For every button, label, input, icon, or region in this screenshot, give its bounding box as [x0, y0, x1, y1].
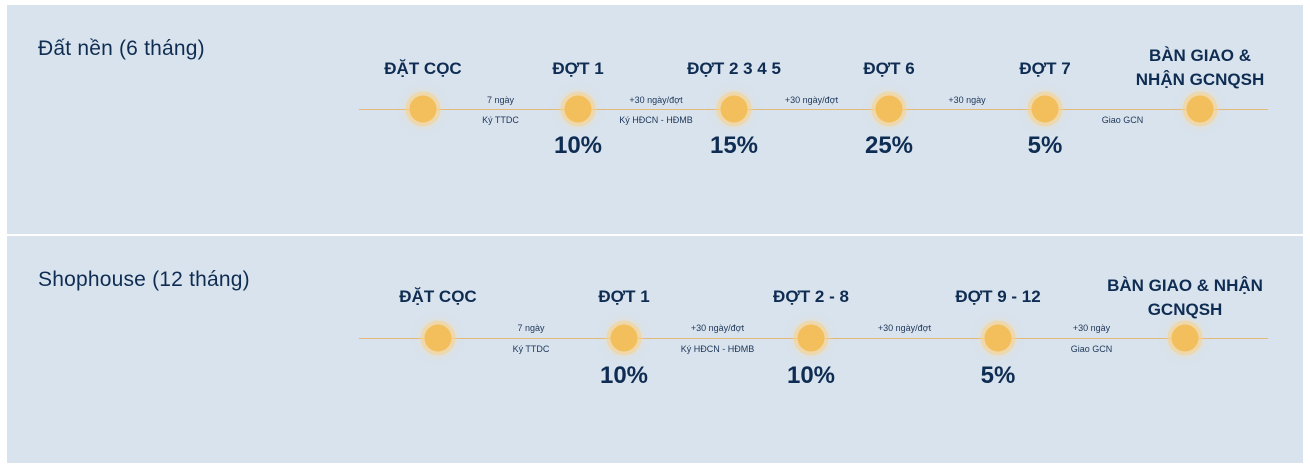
stage-label-line: GCNQSH	[1147, 300, 1223, 319]
stage-label-line: ĐẶT CỌC	[399, 287, 477, 306]
milestone-dot	[610, 324, 638, 352]
stage-percent: 10%	[553, 132, 603, 159]
stage-percent: 5%	[980, 362, 1016, 389]
timeline-track	[359, 109, 1268, 110]
stage-label: BÀN GIAO & NHẬN GCNQSH	[1107, 274, 1263, 322]
stage-label-line: ĐẶT CỌC	[384, 59, 462, 78]
stage-label: ĐỢT 7	[1019, 57, 1070, 81]
plan-panel-dat-nen: Đất nền (6 tháng) ĐẶT CỌC ĐỢT 1 10% ĐỢT 2 3…	[7, 5, 1303, 234]
milestone-dot	[720, 95, 748, 123]
stage-label: ĐỢT 2 3 4 5	[687, 57, 781, 81]
interval-duration: 7 ngày	[486, 95, 515, 105]
stage-label-line: BÀN GIAO & NHẬN	[1107, 276, 1263, 295]
plan-panel-shophouse: Shophouse (12 tháng) ĐẶT CỌC ĐỢT 1 10% ĐỢT …	[7, 236, 1303, 463]
milestone-dot	[424, 324, 452, 352]
interval-duration: +30 ngày/đợt	[629, 95, 683, 105]
stage-percent: 25%	[864, 132, 914, 159]
stage-label-line: BÀN GIAO &	[1148, 46, 1251, 65]
interval-action: Ký TTDC	[512, 344, 550, 354]
stage-percent: 10%	[599, 362, 649, 389]
stage-label: ĐỢT 1	[598, 285, 649, 309]
stage-label: BÀN GIAO & NHẬN GCNQSH	[1136, 44, 1264, 92]
stage-label: ĐỢT 6	[863, 57, 914, 81]
stage-label-line: NHẬN GCNQSH	[1135, 70, 1265, 89]
milestone-dot	[797, 324, 825, 352]
stage-label: ĐỢT 1	[552, 57, 603, 81]
milestone-dot	[409, 95, 437, 123]
stage-label-line: ĐỢT 1	[598, 287, 650, 306]
stage-label-line: ĐỢT 2 3 4 5	[687, 59, 781, 78]
stage-percent: 10%	[786, 362, 836, 389]
stage-label-line: ĐỢT 2 - 8	[773, 287, 849, 306]
interval-action: Ký TTDC	[482, 115, 519, 125]
plan-title: Đất nền (6 tháng)	[38, 37, 205, 60]
stage-label: ĐỢT 2 - 8	[773, 285, 849, 309]
milestone-dot	[564, 95, 592, 123]
milestone-dot	[1186, 95, 1214, 123]
interval-duration: +30 ngày	[1072, 323, 1111, 333]
plan-title: Shophouse (12 tháng)	[38, 268, 250, 291]
interval-action: Giao GCN	[1101, 115, 1144, 125]
interval-action: Ký HĐCN - HĐMB	[619, 115, 693, 125]
stage-label: ĐẶT CỌC	[384, 57, 461, 81]
stage-percent: 5%	[1027, 132, 1063, 159]
stage-label: ĐẶT CỌC	[399, 285, 476, 309]
stage-label-line: ĐỢT 9 - 12	[955, 287, 1041, 306]
stage-percent: 15%	[709, 132, 759, 159]
interval-duration: +30 ngày/đợt	[690, 323, 745, 333]
milestone-dot	[984, 324, 1012, 352]
interval-duration: 7 ngày	[517, 323, 545, 333]
interval-duration: +30 ngày	[948, 95, 986, 105]
interval-action: Ký HĐCN - HĐMB	[680, 344, 755, 354]
stage-label-line: ĐỢT 6	[863, 59, 915, 78]
stage-label-line: ĐỢT 7	[1019, 59, 1071, 78]
stage-label-line: ĐỢT 1	[552, 59, 604, 78]
milestone-dot	[1031, 95, 1059, 123]
interval-duration: +30 ngày/đợt	[784, 95, 839, 105]
milestone-dot	[1171, 324, 1199, 352]
interval-duration: +30 ngày/đợt	[877, 323, 932, 333]
milestone-dot	[875, 95, 903, 123]
interval-action: Giao GCN	[1070, 344, 1113, 354]
stage-label: ĐỢT 9 - 12	[955, 285, 1040, 309]
